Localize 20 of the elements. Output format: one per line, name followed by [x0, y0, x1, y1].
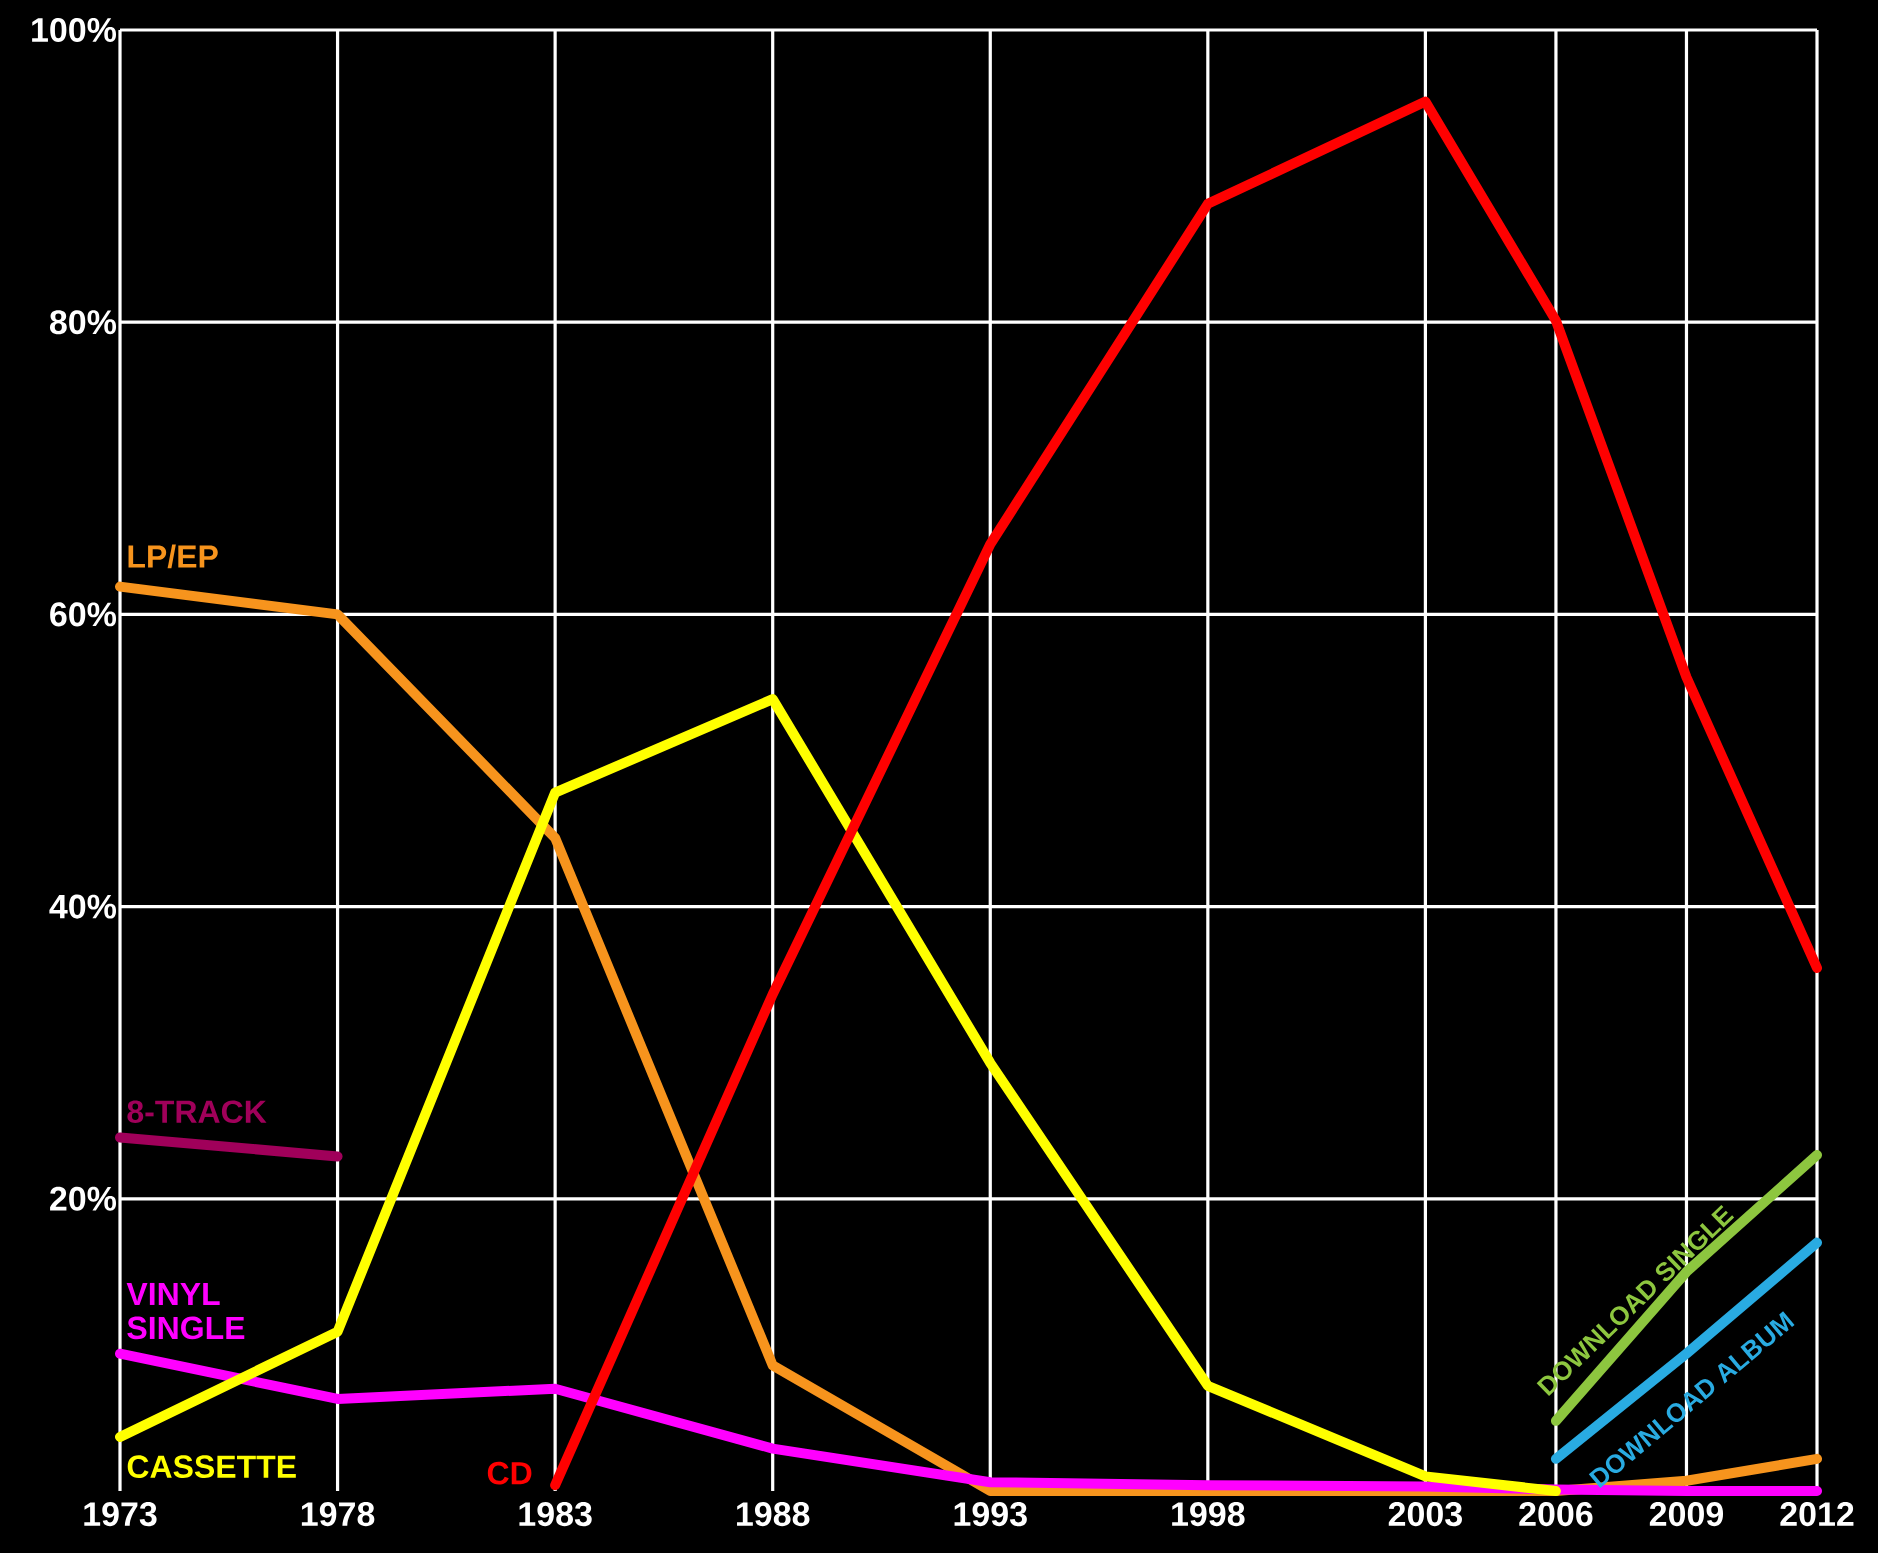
x-tick-label: 2009 [1649, 1502, 1724, 1527]
x-tick-label: 1993 [954, 1502, 1027, 1527]
y-tick-label: 100% [32, 17, 117, 43]
x-tick-label: 1998 [1172, 1502, 1245, 1527]
x-tick-label: 2006 [1519, 1502, 1593, 1527]
x-tick-label: 1978 [301, 1502, 375, 1527]
series-label: CD [487, 1461, 532, 1485]
y-tick-label: 20% [50, 1186, 117, 1211]
y-tick-label: 80% [49, 310, 117, 335]
series-label: CASSETTE [127, 1455, 296, 1478]
series-label: VINYL SINGLE [126, 1282, 245, 1340]
x-tick-label: 2003 [1388, 1502, 1462, 1527]
y-tick-label: 40% [49, 894, 117, 919]
series-label: LP/EP [128, 544, 218, 569]
x-tick-label: 2012 [1780, 1502, 1854, 1527]
x-tick-label: 1988 [737, 1502, 810, 1527]
y-tick-label: 60% [50, 602, 117, 627]
x-tick-label: 1983 [519, 1502, 592, 1527]
x-tick-label: 1973 [84, 1502, 157, 1527]
series-label: 8-TRACK [127, 1100, 267, 1124]
